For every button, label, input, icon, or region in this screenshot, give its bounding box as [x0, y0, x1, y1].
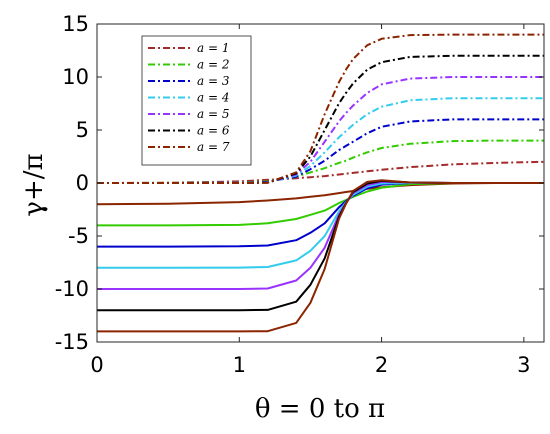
series-solid-11	[97, 180, 544, 290]
x-tick-label: 0	[90, 353, 103, 377]
y-tick-label: -10	[55, 277, 89, 301]
series-solid-7	[96, 182, 544, 206]
series-solid-12	[97, 179, 544, 312]
y-tick-label: 5	[76, 118, 89, 142]
legend-label: a = 5	[197, 107, 229, 121]
series-dashed-6	[97, 33, 544, 184]
series-dashed-0	[96, 160, 545, 184]
legend-label: a = 7	[197, 140, 230, 154]
y-tick-label: 0	[76, 171, 89, 195]
legend-label: a = 4	[197, 91, 229, 105]
plot-lines	[96, 33, 545, 333]
y-tick-label: 15	[62, 12, 89, 36]
y-axis-label: γ+/π	[19, 153, 49, 216]
legend: a = 1 a = 2 a = 3 a = 4 a = 5 a = 6 a = 7	[141, 35, 252, 166]
legend-label: a = 2	[197, 58, 229, 72]
legend-box	[141, 35, 252, 166]
series-solid-9	[97, 182, 544, 248]
y-tick-label: 10	[62, 65, 89, 89]
series-solid-13	[97, 179, 544, 333]
x-tick-label: 1	[233, 353, 246, 377]
y-tick-label: -5	[68, 224, 89, 248]
legend-label: a = 3	[197, 74, 230, 88]
x-tick-label: 2	[375, 353, 388, 377]
x-tick-label: 3	[517, 353, 530, 377]
legend-label: a = 1	[197, 41, 229, 55]
axis-ticks	[96, 23, 544, 343]
legend-label: a = 6	[197, 124, 230, 138]
y-tick-label: -15	[55, 330, 89, 354]
x-axis-label: θ = 0 to π	[255, 394, 385, 424]
tick-labels: 0 1 2 3 -15 -10 -5 0 5 10 15	[55, 12, 531, 377]
